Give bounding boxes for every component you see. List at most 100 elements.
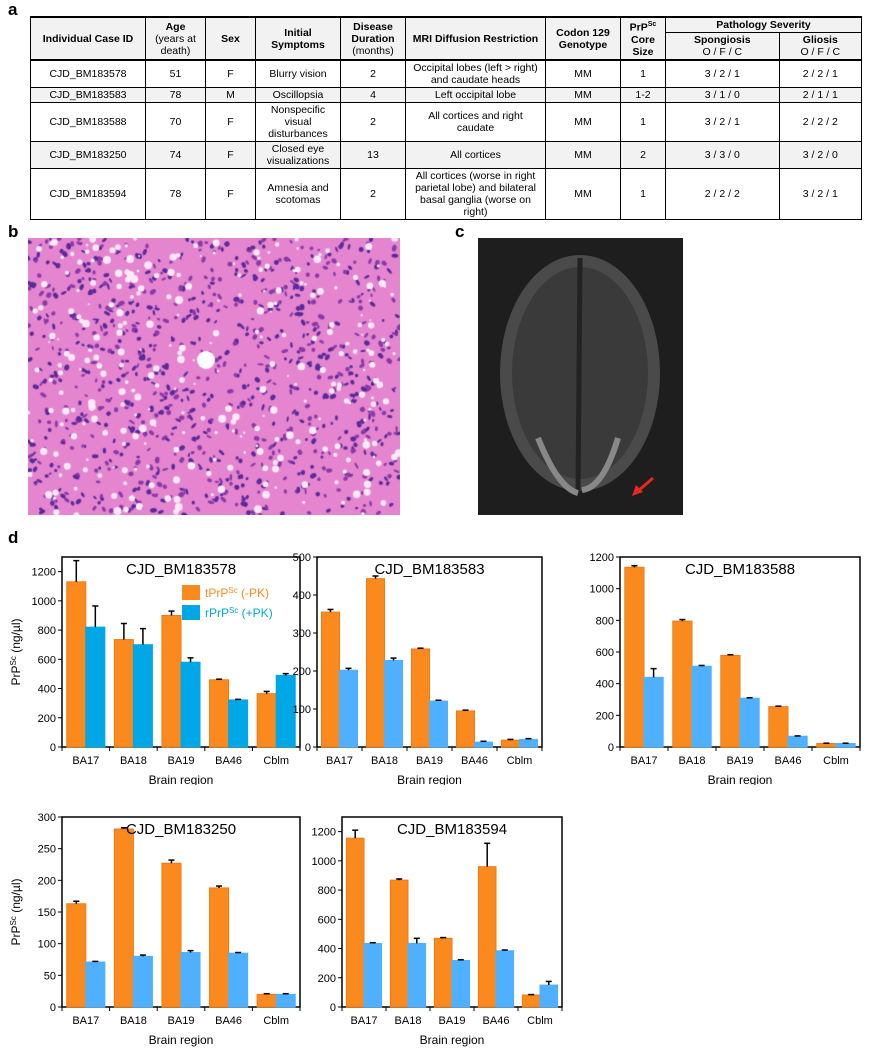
x-tick-label: BA18 [395,1015,422,1027]
cell-core-size: 1 [620,59,666,88]
cell-sex: F [205,141,256,169]
cell-spongiosis: 3 / 2 / 1 [665,59,780,88]
table-row: CJD_BM183583 78 M Oscillopsia 4 Left occipita… [30,87,863,103]
bar-rPrPSc-BA17 [363,942,383,1008]
header-codon: Codon 129 Genotype [556,26,610,51]
bar-tPrPSc-BA46 [209,679,230,748]
bar-rPrPSc-BA46 [474,741,493,748]
cell-core-size: 2 [620,141,666,169]
y-tick-label: 200 [318,973,336,985]
cell-spongiosis: 3 / 2 / 1 [665,102,780,142]
y-tick-label: 1200 [32,567,56,579]
x-tick-label: BA18 [679,755,706,767]
bar-tPrPSc-BA19 [161,862,182,1008]
y-tick-label: 200 [38,875,56,887]
cell-mri: Left occipital lobe [405,87,546,103]
header-core-sup: Sc [647,21,657,29]
header-gliosis: Gliosis [802,34,838,46]
cell-case-id: CJD_BM183583 [30,87,146,103]
x-tick-label: BA46 [483,1015,510,1027]
header-core: PrP [629,21,648,34]
mri-image [478,238,683,515]
case-table: Individual Case ID Age (years at death) S… [30,16,863,220]
cell-codon: MM [545,102,621,142]
bar-rPrPSc-BA18 [132,644,153,748]
y-axis-label: PrPSc (ng/µl) [9,619,23,686]
x-tick-label: Cblm [263,1015,289,1027]
y-tick-label: 1000 [590,584,614,596]
bar-chart-CJD_BM183588: 0 200 400 600 800 1000 1200 BA17 BA18 BA19 BA46 Cbl… [590,552,861,785]
x-tick-label: Cblm [507,755,533,767]
bar-tPrPSc-Cblm [256,693,277,748]
cell-duration: 2 [340,102,406,142]
cell-gliosis: 2 / 2 / 1 [778,59,863,88]
x-axis-label: Brain region [149,773,214,785]
header-duration: Disease Duration [351,20,395,45]
cell-codon: MM [545,141,621,169]
y-tick-label: 300 [293,628,311,640]
cell-mri: Occipital lobes (left > right) and cauda… [405,59,546,88]
legend-label: rPrPSc (+PK) [205,606,273,620]
header-core-size: Core Size [631,33,655,58]
bar-chart-CJD_BM183583: 0 100 200 300 400 500 BA17 BA18 BA19 BA46 Cblm CJD_… [293,552,543,785]
x-axis-label: Brain region [149,1033,214,1047]
x-tick-label: BA19 [727,755,754,767]
bar-tPrPSc-BA46 [456,710,475,748]
header-age-sub: (years at death) [155,32,196,57]
bar-rPrPSc-Cblm [275,674,296,748]
bar-tPrPSc-BA18 [113,639,134,748]
bar-rPrPSc-BA18 [691,665,712,748]
x-axis-label: Brain region [708,773,773,785]
bar-rPrPSc-Cblm [835,743,856,748]
y-tick-label: 600 [318,914,336,926]
bar-tPrPSc-BA46 [477,866,497,1008]
histology-image [28,238,400,515]
cell-spongiosis: 3 / 3 / 0 [665,141,780,169]
bar-rPrPSc-BA19 [180,952,201,1008]
bar-rPrPSc-BA18 [384,659,403,748]
cell-duration: 13 [340,141,406,169]
y-tick-label: 100 [38,939,56,951]
cell-sex: M [205,87,256,103]
bar-tPrPSc-BA19 [411,648,430,748]
x-tick-label: BA18 [120,1015,147,1027]
bar-chart-CJD_BM183578: 0 200 400 600 800 1000 1200 BA17 BA18 BA19 BA46 Cbl… [9,556,301,785]
bar-tPrPSc-BA18 [366,578,385,748]
bar-chart-CJD_BM183250: 0 50 100 150 200 250 300 BA17 BA18 BA19 BA46 Cblm CJ… [9,812,301,1047]
table-row: CJD_BM183594 78 F Amnesia and scotomas 2 All … [30,168,863,220]
panel-label-a: a [8,0,18,19]
cell-codon: MM [545,87,621,103]
bar-rPrPSc-BA46 [228,952,249,1008]
bar-tPrPSc-BA46 [209,887,230,1008]
cell-symptoms: Blurry vision [255,59,341,88]
chart-title: CJD_BM183578 [126,561,236,578]
x-tick-label: BA18 [371,755,398,767]
bar-tPrPSc-BA19 [161,614,182,748]
cell-case-id: CJD_BM183594 [30,168,146,220]
bar-rPrPSc-BA46 [495,950,515,1008]
cell-gliosis: 2 / 2 / 2 [778,102,863,142]
x-tick-label: BA17 [72,755,99,767]
x-tick-label: Cblm [527,1015,553,1027]
legend-swatch [182,585,200,600]
cell-mri: All cortices and right caudate [405,102,546,142]
y-tick-label: 200 [596,710,614,722]
bar-rPrPSc-BA19 [451,960,471,1008]
chart-title: CJD_BM183594 [397,821,507,838]
x-tick-label: BA46 [215,1015,242,1027]
y-tick-label: 300 [38,812,56,824]
cell-age: 78 [145,87,206,103]
cell-duration: 2 [340,59,406,88]
bar-tPrPSc-Cblm [256,993,277,1008]
x-axis-label: Brain region [397,773,462,785]
y-tick-label: 400 [318,944,336,956]
x-tick-label: BA46 [775,755,802,767]
x-tick-label: BA17 [631,755,658,767]
x-tick-label: BA17 [351,1015,378,1027]
panel-label-d: d [8,528,19,547]
bar-rPrPSc-BA46 [228,699,249,748]
header-duration-sub: (months) [352,44,394,57]
x-tick-label: Cblm [263,755,289,767]
cell-core-size: 1-2 [620,87,666,103]
cell-mri: All cortices (worse in right parietal lo… [405,168,546,220]
